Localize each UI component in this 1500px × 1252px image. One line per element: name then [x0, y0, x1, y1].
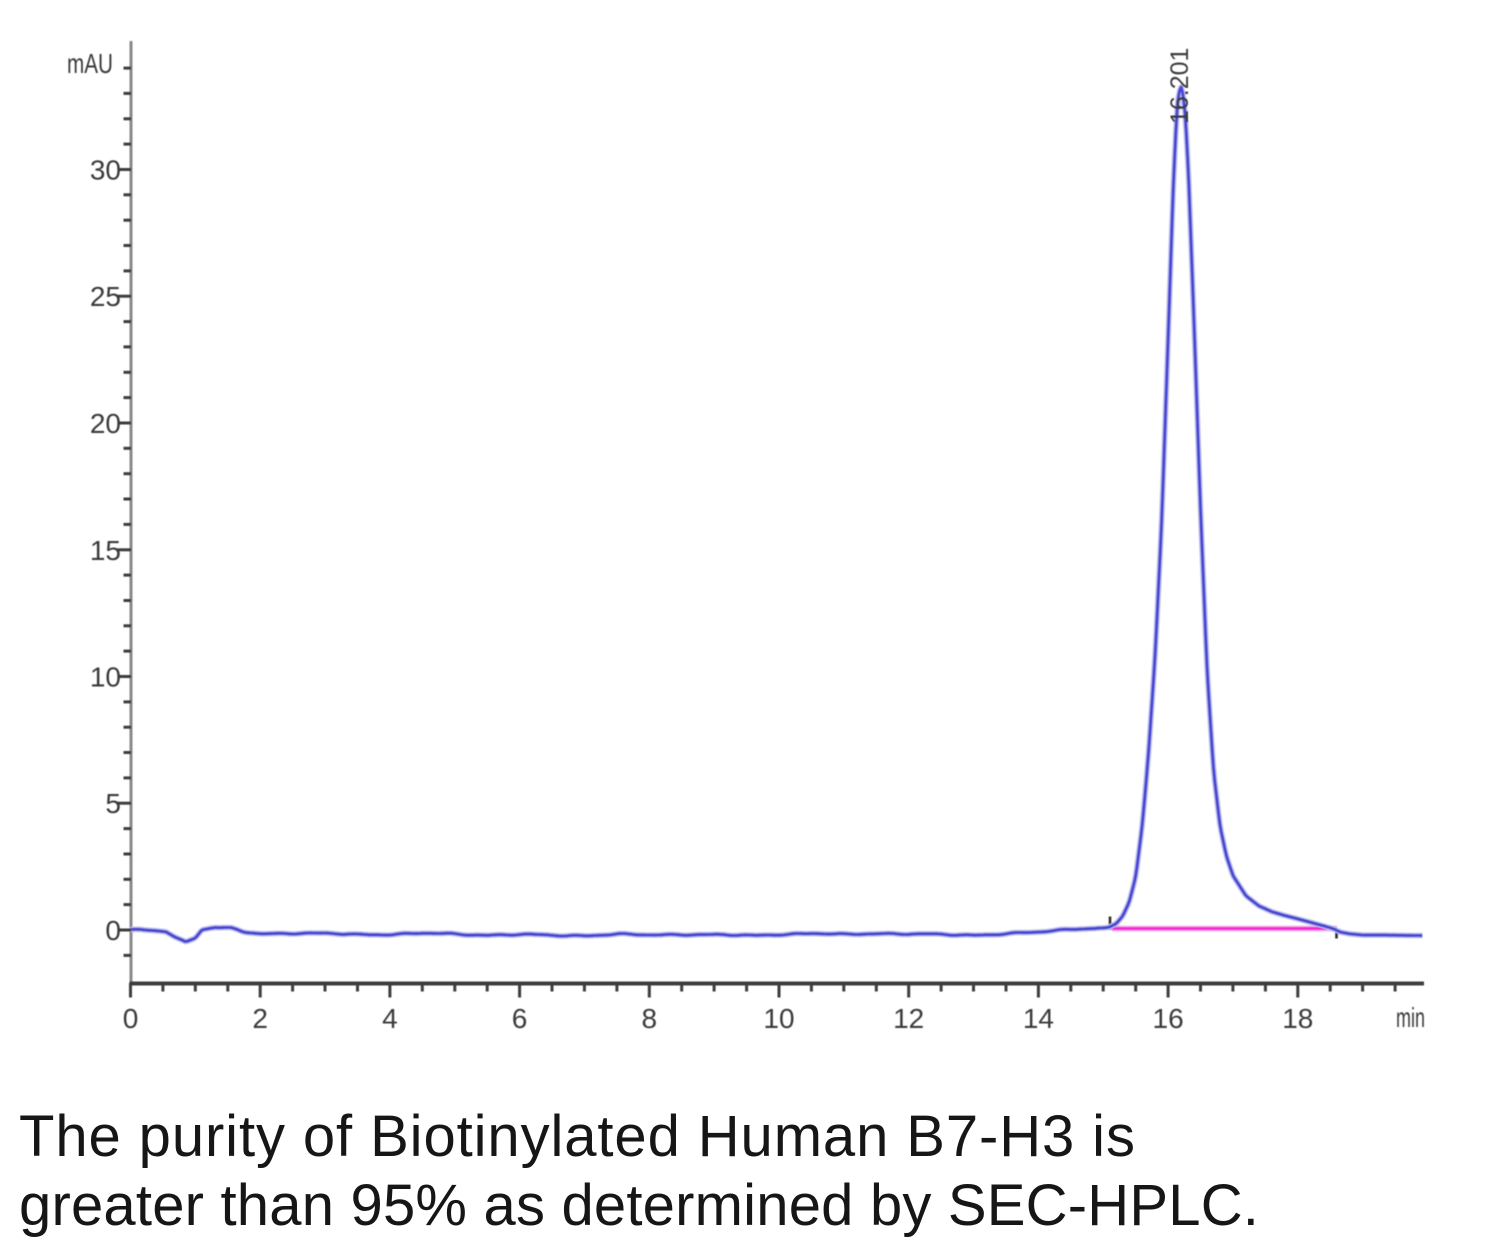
svg-text:2: 2: [252, 1003, 268, 1034]
svg-text:0: 0: [105, 915, 121, 946]
svg-text:30: 30: [90, 155, 121, 186]
svg-text:14: 14: [1023, 1003, 1054, 1034]
svg-text:18: 18: [1282, 1003, 1313, 1034]
svg-text:4: 4: [382, 1003, 398, 1034]
svg-text:20: 20: [90, 408, 121, 439]
svg-text:10: 10: [90, 662, 121, 693]
svg-text:25: 25: [90, 281, 121, 312]
svg-text:12: 12: [893, 1003, 924, 1034]
svg-text:10: 10: [763, 1003, 794, 1034]
svg-text:5: 5: [105, 788, 121, 819]
svg-text:15: 15: [90, 535, 121, 566]
svg-text:16.201: 16.201: [1166, 48, 1194, 124]
svg-text:mAU: mAU: [67, 48, 113, 79]
svg-text:8: 8: [642, 1003, 658, 1034]
svg-text:0: 0: [123, 1003, 139, 1034]
svg-text:16: 16: [1153, 1003, 1184, 1034]
svg-text:6: 6: [512, 1003, 528, 1034]
svg-text:min: min: [1396, 1002, 1425, 1033]
